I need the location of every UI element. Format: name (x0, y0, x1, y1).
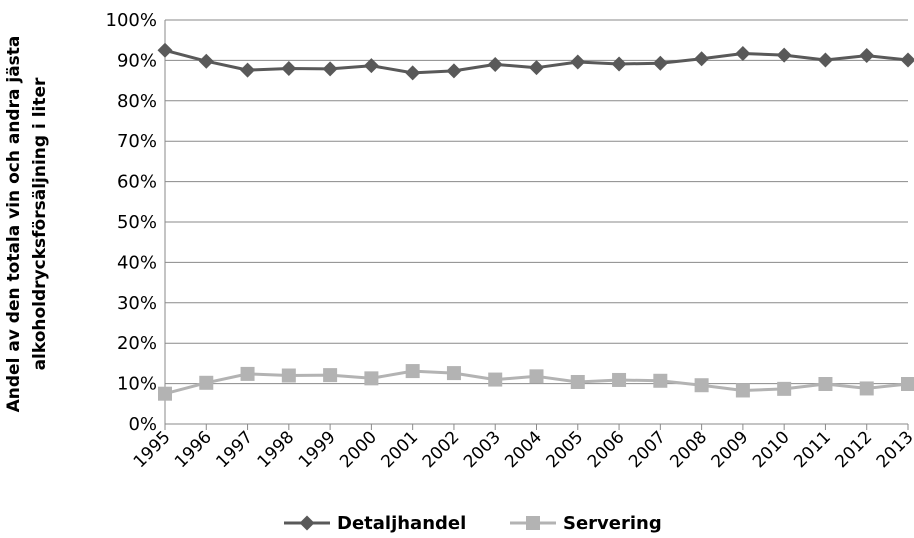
data-point-detaljhandel-2004 (529, 60, 544, 76)
y-tick-label-20: 20% (117, 333, 157, 354)
x-tick-label-1998: 1998 (254, 427, 299, 472)
x-tick-label-2001: 2001 (377, 427, 422, 472)
data-point-detaljhandel-2002 (446, 63, 462, 79)
data-point-detaljhandel-2003 (487, 56, 503, 72)
y-axis-ticks: 0% 10% 20% 30% 40% 50% 60% 70% 80% 90% 100% (106, 10, 157, 435)
data-point-detaljhandel-2010 (776, 47, 792, 63)
data-point-detaljhandel-2012 (859, 48, 875, 64)
y-tick-label-10: 10% (117, 374, 157, 395)
data-point-detaljhandel-1998 (281, 60, 297, 76)
data-point-detaljhandel-2006 (611, 56, 627, 72)
data-point-detaljhandel-2008 (694, 51, 710, 67)
data-point-detaljhandel-2009 (735, 46, 751, 62)
legend-marker-servering (526, 516, 540, 530)
data-point-servering-2012 (859, 381, 874, 396)
y-axis-label-line-1: Andel av den totala vin och andra jästa (4, 36, 24, 413)
data-point-servering-2002 (446, 366, 461, 381)
data-point-servering-2007 (653, 373, 668, 388)
data-point-detaljhandel-2000 (363, 58, 379, 74)
data-point-servering-2010 (777, 381, 792, 396)
x-tick-label-2008: 2008 (666, 427, 711, 472)
data-point-detaljhandel-1996 (198, 53, 214, 69)
x-tick-label-2005: 2005 (543, 427, 588, 472)
x-tick-label-1997: 1997 (212, 427, 257, 472)
data-point-detaljhandel-2001 (405, 65, 421, 81)
y-tick-label-0: 0% (128, 414, 157, 435)
data-point-detaljhandel-2011 (817, 52, 833, 68)
x-tick-label-2010: 2010 (749, 427, 794, 472)
y-tick-label-100: 100% (106, 10, 157, 31)
x-tick-label-1999: 1999 (295, 427, 340, 472)
data-point-servering-2009 (735, 383, 750, 398)
data-point-servering-1996 (199, 375, 214, 390)
legend-label-detaljhandel: Detaljhandel (337, 513, 466, 534)
x-tick-label-2009: 2009 (708, 427, 753, 472)
x-axis-ticks: 1995199619971998199920002001200220032004… (130, 424, 914, 472)
data-point-servering-2008 (694, 378, 709, 393)
x-tick-label-2013: 2013 (873, 427, 914, 472)
y-tick-label-80: 80% (117, 91, 157, 112)
legend-label-servering: Servering (563, 513, 662, 534)
x-tick-label-2000: 2000 (336, 427, 381, 472)
data-point-servering-1997 (240, 366, 255, 381)
data-point-detaljhandel-2007 (652, 55, 668, 71)
data-point-servering-2005 (570, 374, 585, 389)
data-point-servering-2003 (488, 372, 503, 387)
y-tick-label-30: 30% (117, 293, 157, 314)
x-tick-label-2012: 2012 (832, 427, 877, 472)
x-tick-label-2004: 2004 (501, 427, 546, 472)
x-tick-label-2002: 2002 (419, 427, 464, 472)
x-tick-label-2006: 2006 (584, 427, 629, 472)
data-point-servering-2000 (364, 371, 379, 386)
x-tick-label-1996: 1996 (171, 427, 216, 472)
legend-item-servering: Servering (510, 513, 662, 534)
data-point-servering-1999 (323, 368, 338, 383)
x-tick-label-2007: 2007 (625, 427, 670, 472)
y-axis-label: Andel av den totala vin och andra jästa … (4, 36, 50, 413)
data-point-detaljhandel-2013 (900, 52, 914, 68)
series-markers (157, 42, 914, 401)
y-tick-label-70: 70% (117, 131, 157, 152)
data-point-servering-1995 (158, 386, 172, 401)
data-point-servering-2004 (529, 369, 544, 384)
x-tick-label-2003: 2003 (460, 427, 505, 472)
y-tick-label-60: 60% (117, 172, 157, 193)
data-point-servering-2006 (612, 372, 627, 387)
data-point-servering-2011 (818, 377, 833, 392)
data-point-detaljhandel-1995 (157, 42, 173, 58)
legend-item-detaljhandel: Detaljhandel (284, 513, 466, 534)
x-tick-label-2011: 2011 (790, 427, 835, 472)
gridlines (165, 19, 908, 425)
data-point-detaljhandel-1999 (322, 61, 338, 77)
y-tick-label-90: 90% (117, 50, 157, 71)
y-axis-label-line-2: alkoholdrycksförsäljning i liter (30, 77, 50, 370)
data-point-detaljhandel-1997 (240, 62, 256, 78)
data-point-servering-2001 (405, 364, 420, 379)
legend-marker-detaljhandel (299, 515, 315, 531)
y-tick-label-50: 50% (117, 212, 157, 233)
legend: Detaljhandel Servering (284, 513, 662, 534)
data-point-servering-2013 (901, 377, 914, 392)
y-tick-label-40: 40% (117, 252, 157, 273)
data-point-servering-1998 (281, 368, 296, 383)
data-point-detaljhandel-2005 (570, 54, 586, 70)
